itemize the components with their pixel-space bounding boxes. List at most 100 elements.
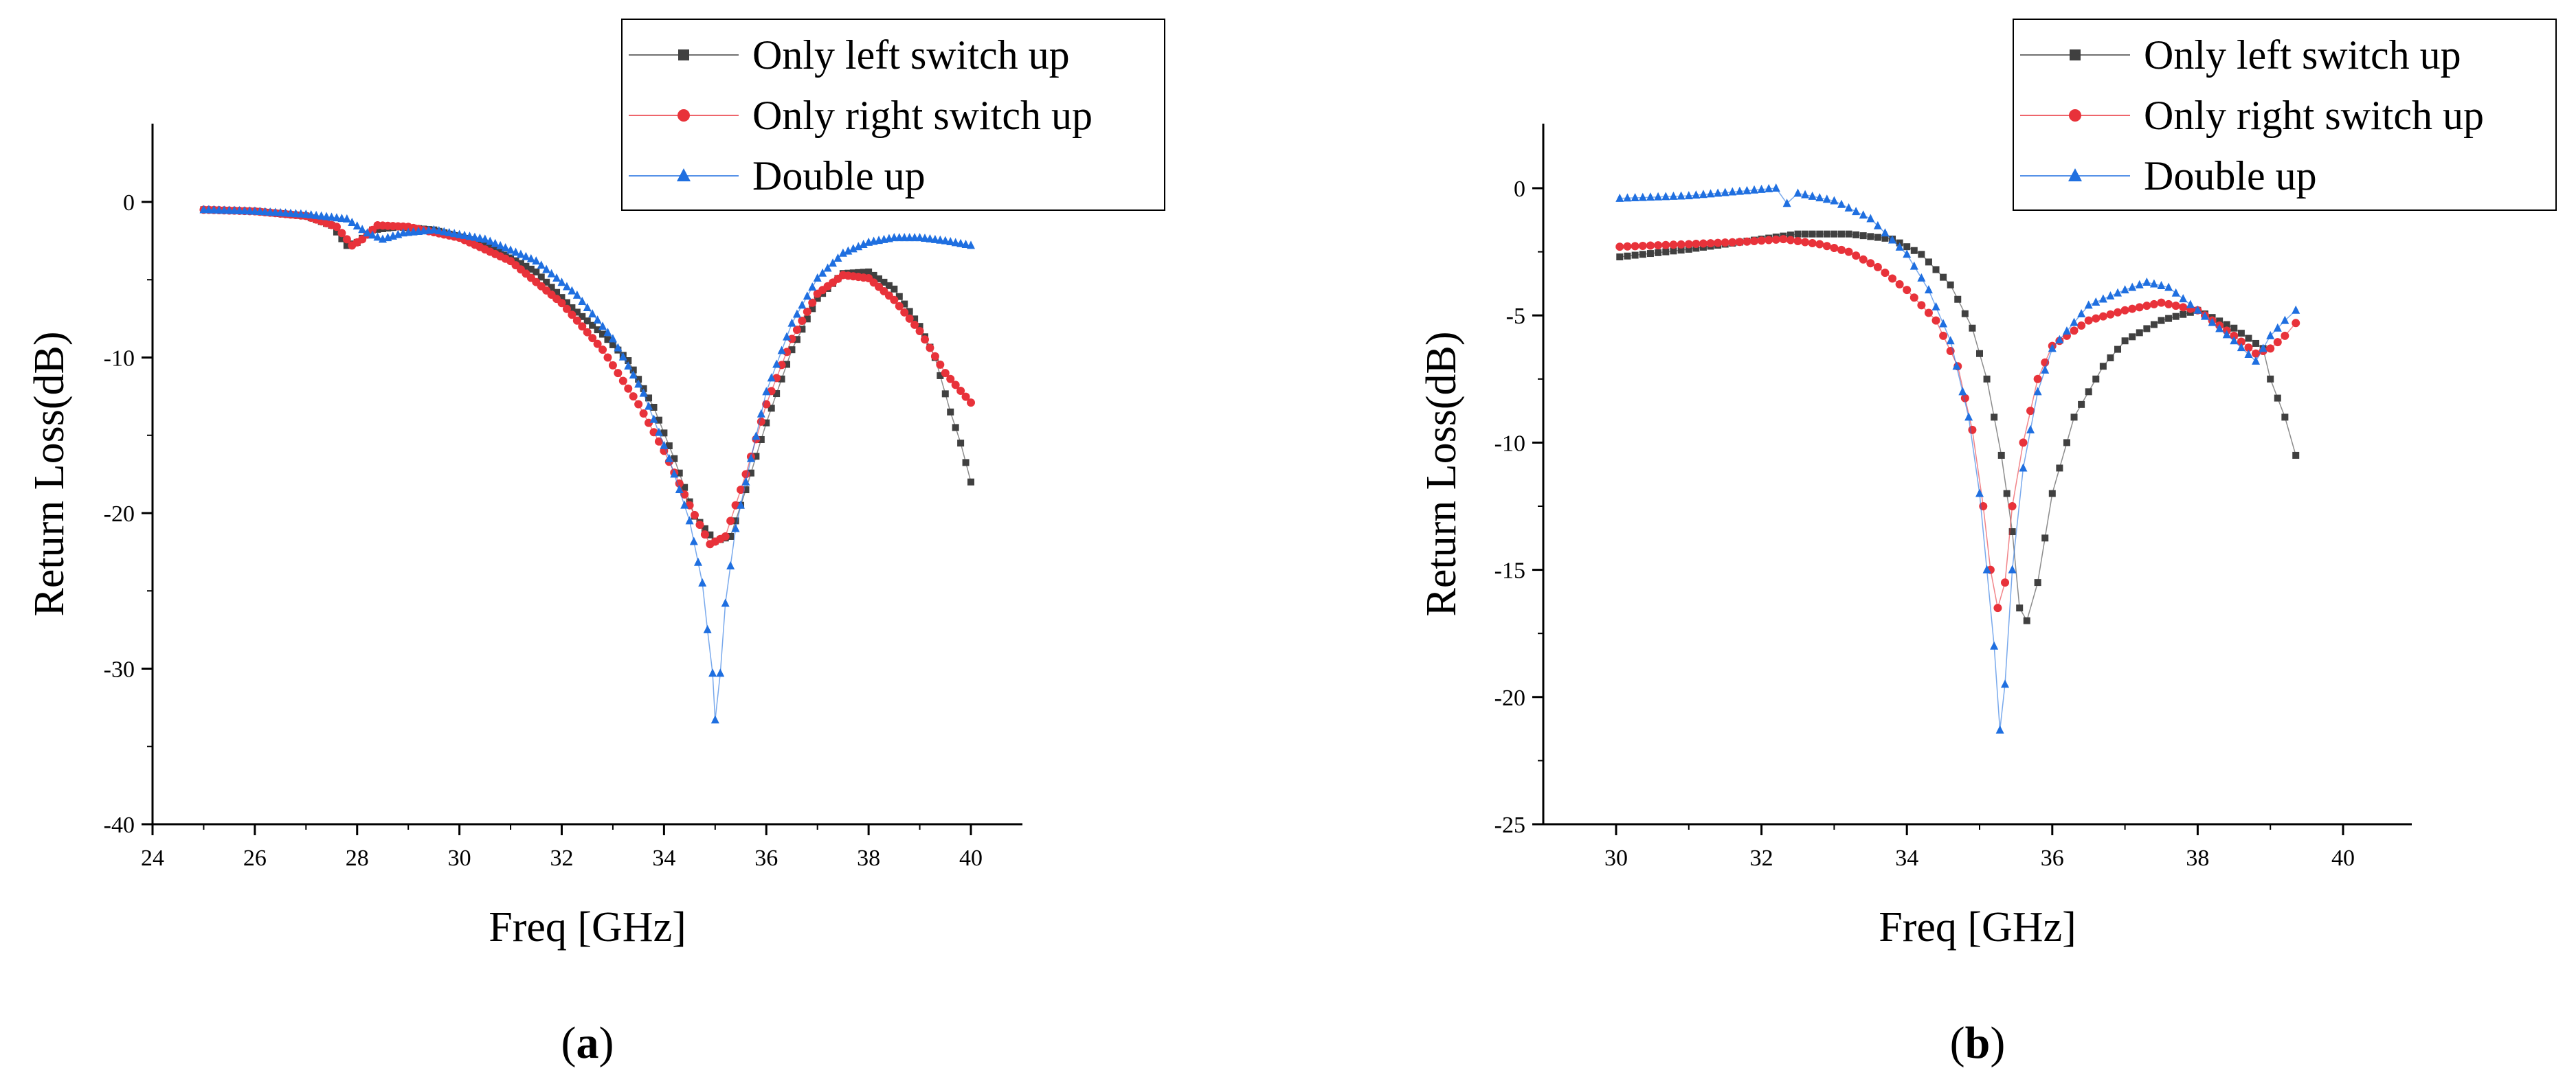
- data-point: [302, 209, 311, 218]
- series-only-right-switch-up: [1615, 235, 2300, 613]
- data-point: [363, 228, 372, 237]
- data-point: [2077, 321, 2086, 330]
- data-point: [501, 243, 510, 252]
- data-point: [680, 500, 689, 509]
- legend-item-only-left-switch-up: Only left switch up: [629, 32, 1070, 78]
- data-point: [1816, 230, 1824, 238]
- data-point: [572, 290, 581, 299]
- data-point: [1655, 249, 1662, 256]
- data-point: [1859, 232, 1867, 240]
- data-point: [296, 209, 305, 218]
- data-point: [1909, 293, 1918, 302]
- data-point: [1830, 196, 1839, 205]
- data-point: [1692, 190, 1701, 199]
- data-point: [1677, 191, 1685, 200]
- data-point: [1918, 251, 1925, 258]
- data-point: [956, 386, 965, 395]
- data-point: [2114, 308, 2123, 317]
- data-point: [589, 321, 596, 329]
- data-point: [838, 248, 847, 257]
- data-point: [787, 318, 796, 327]
- data-point: [1714, 238, 1723, 247]
- data-point: [2149, 279, 2158, 288]
- data-point: [650, 403, 658, 411]
- data-point: [214, 205, 223, 214]
- data-point: [599, 330, 607, 338]
- data-point: [1706, 189, 1715, 198]
- data-point: [2172, 313, 2180, 320]
- data-point: [793, 336, 800, 343]
- data-point: [1808, 239, 1817, 248]
- data-point: [967, 240, 975, 249]
- data-point: [645, 401, 653, 410]
- data-point: [675, 485, 684, 494]
- data-point: [2033, 374, 2042, 383]
- data-point: [777, 345, 786, 354]
- data-point: [250, 206, 259, 215]
- data-point: [829, 258, 838, 267]
- data-point: [665, 442, 673, 450]
- data-point: [1874, 234, 1881, 241]
- data-point: [901, 300, 908, 308]
- data-point: [859, 240, 868, 249]
- data-point: [1728, 238, 1737, 247]
- data-point: [721, 598, 730, 607]
- data-point: [1844, 203, 1853, 212]
- data-point: [1866, 259, 1875, 268]
- x-tick-label: 32: [1750, 846, 1773, 871]
- data-point: [962, 459, 970, 466]
- legend-box: [621, 19, 1165, 211]
- data-point: [2048, 343, 2057, 352]
- data-point: [358, 225, 367, 234]
- data-point: [1615, 242, 1624, 251]
- data-point: [2266, 330, 2275, 339]
- data-point: [1852, 251, 1861, 260]
- data-point: [798, 326, 806, 333]
- data-point: [1859, 255, 1868, 264]
- data-point: [588, 309, 597, 318]
- data-point: [618, 352, 627, 361]
- panel-label-close: ): [599, 1018, 614, 1068]
- data-point: [572, 316, 581, 325]
- data-point: [937, 372, 944, 379]
- data-point: [2092, 314, 2101, 323]
- data-point: [1706, 239, 1715, 248]
- data-point: [1888, 235, 1897, 244]
- legend-marker: [677, 168, 691, 181]
- data-point: [1982, 565, 1991, 574]
- y-tick-label: -20: [1494, 685, 1525, 711]
- series-line: [1620, 238, 2296, 609]
- data-point: [921, 234, 930, 242]
- data-point: [2158, 317, 2165, 324]
- data-point: [1845, 230, 1852, 238]
- data-point: [2223, 321, 2230, 328]
- data-point: [941, 369, 950, 378]
- data-point: [803, 315, 811, 323]
- data-point: [1750, 185, 1759, 194]
- data-point: [698, 578, 707, 587]
- data-point: [880, 278, 888, 286]
- data-point: [481, 240, 489, 248]
- data-point: [614, 343, 623, 352]
- data-point: [2193, 305, 2202, 314]
- panel-label: (a): [561, 1018, 614, 1068]
- legend-item-double-up: Double up: [629, 153, 926, 199]
- data-point: [1631, 242, 1639, 251]
- data-point: [798, 300, 807, 309]
- data-point: [2142, 277, 2151, 286]
- data-point: [511, 247, 520, 256]
- data-point: [1677, 247, 1685, 254]
- data-point: [664, 453, 673, 462]
- data-point: [608, 334, 617, 343]
- data-point: [1714, 188, 1723, 197]
- data-point: [629, 370, 638, 379]
- data-point: [833, 253, 842, 262]
- data-point: [486, 236, 495, 245]
- data-point: [2070, 413, 2078, 421]
- data-point: [537, 273, 545, 281]
- data-point: [2084, 316, 2093, 325]
- data-point: [1646, 192, 1655, 201]
- data-point: [1771, 183, 1780, 192]
- data-point: [2259, 343, 2267, 352]
- data-point: [1765, 236, 1773, 245]
